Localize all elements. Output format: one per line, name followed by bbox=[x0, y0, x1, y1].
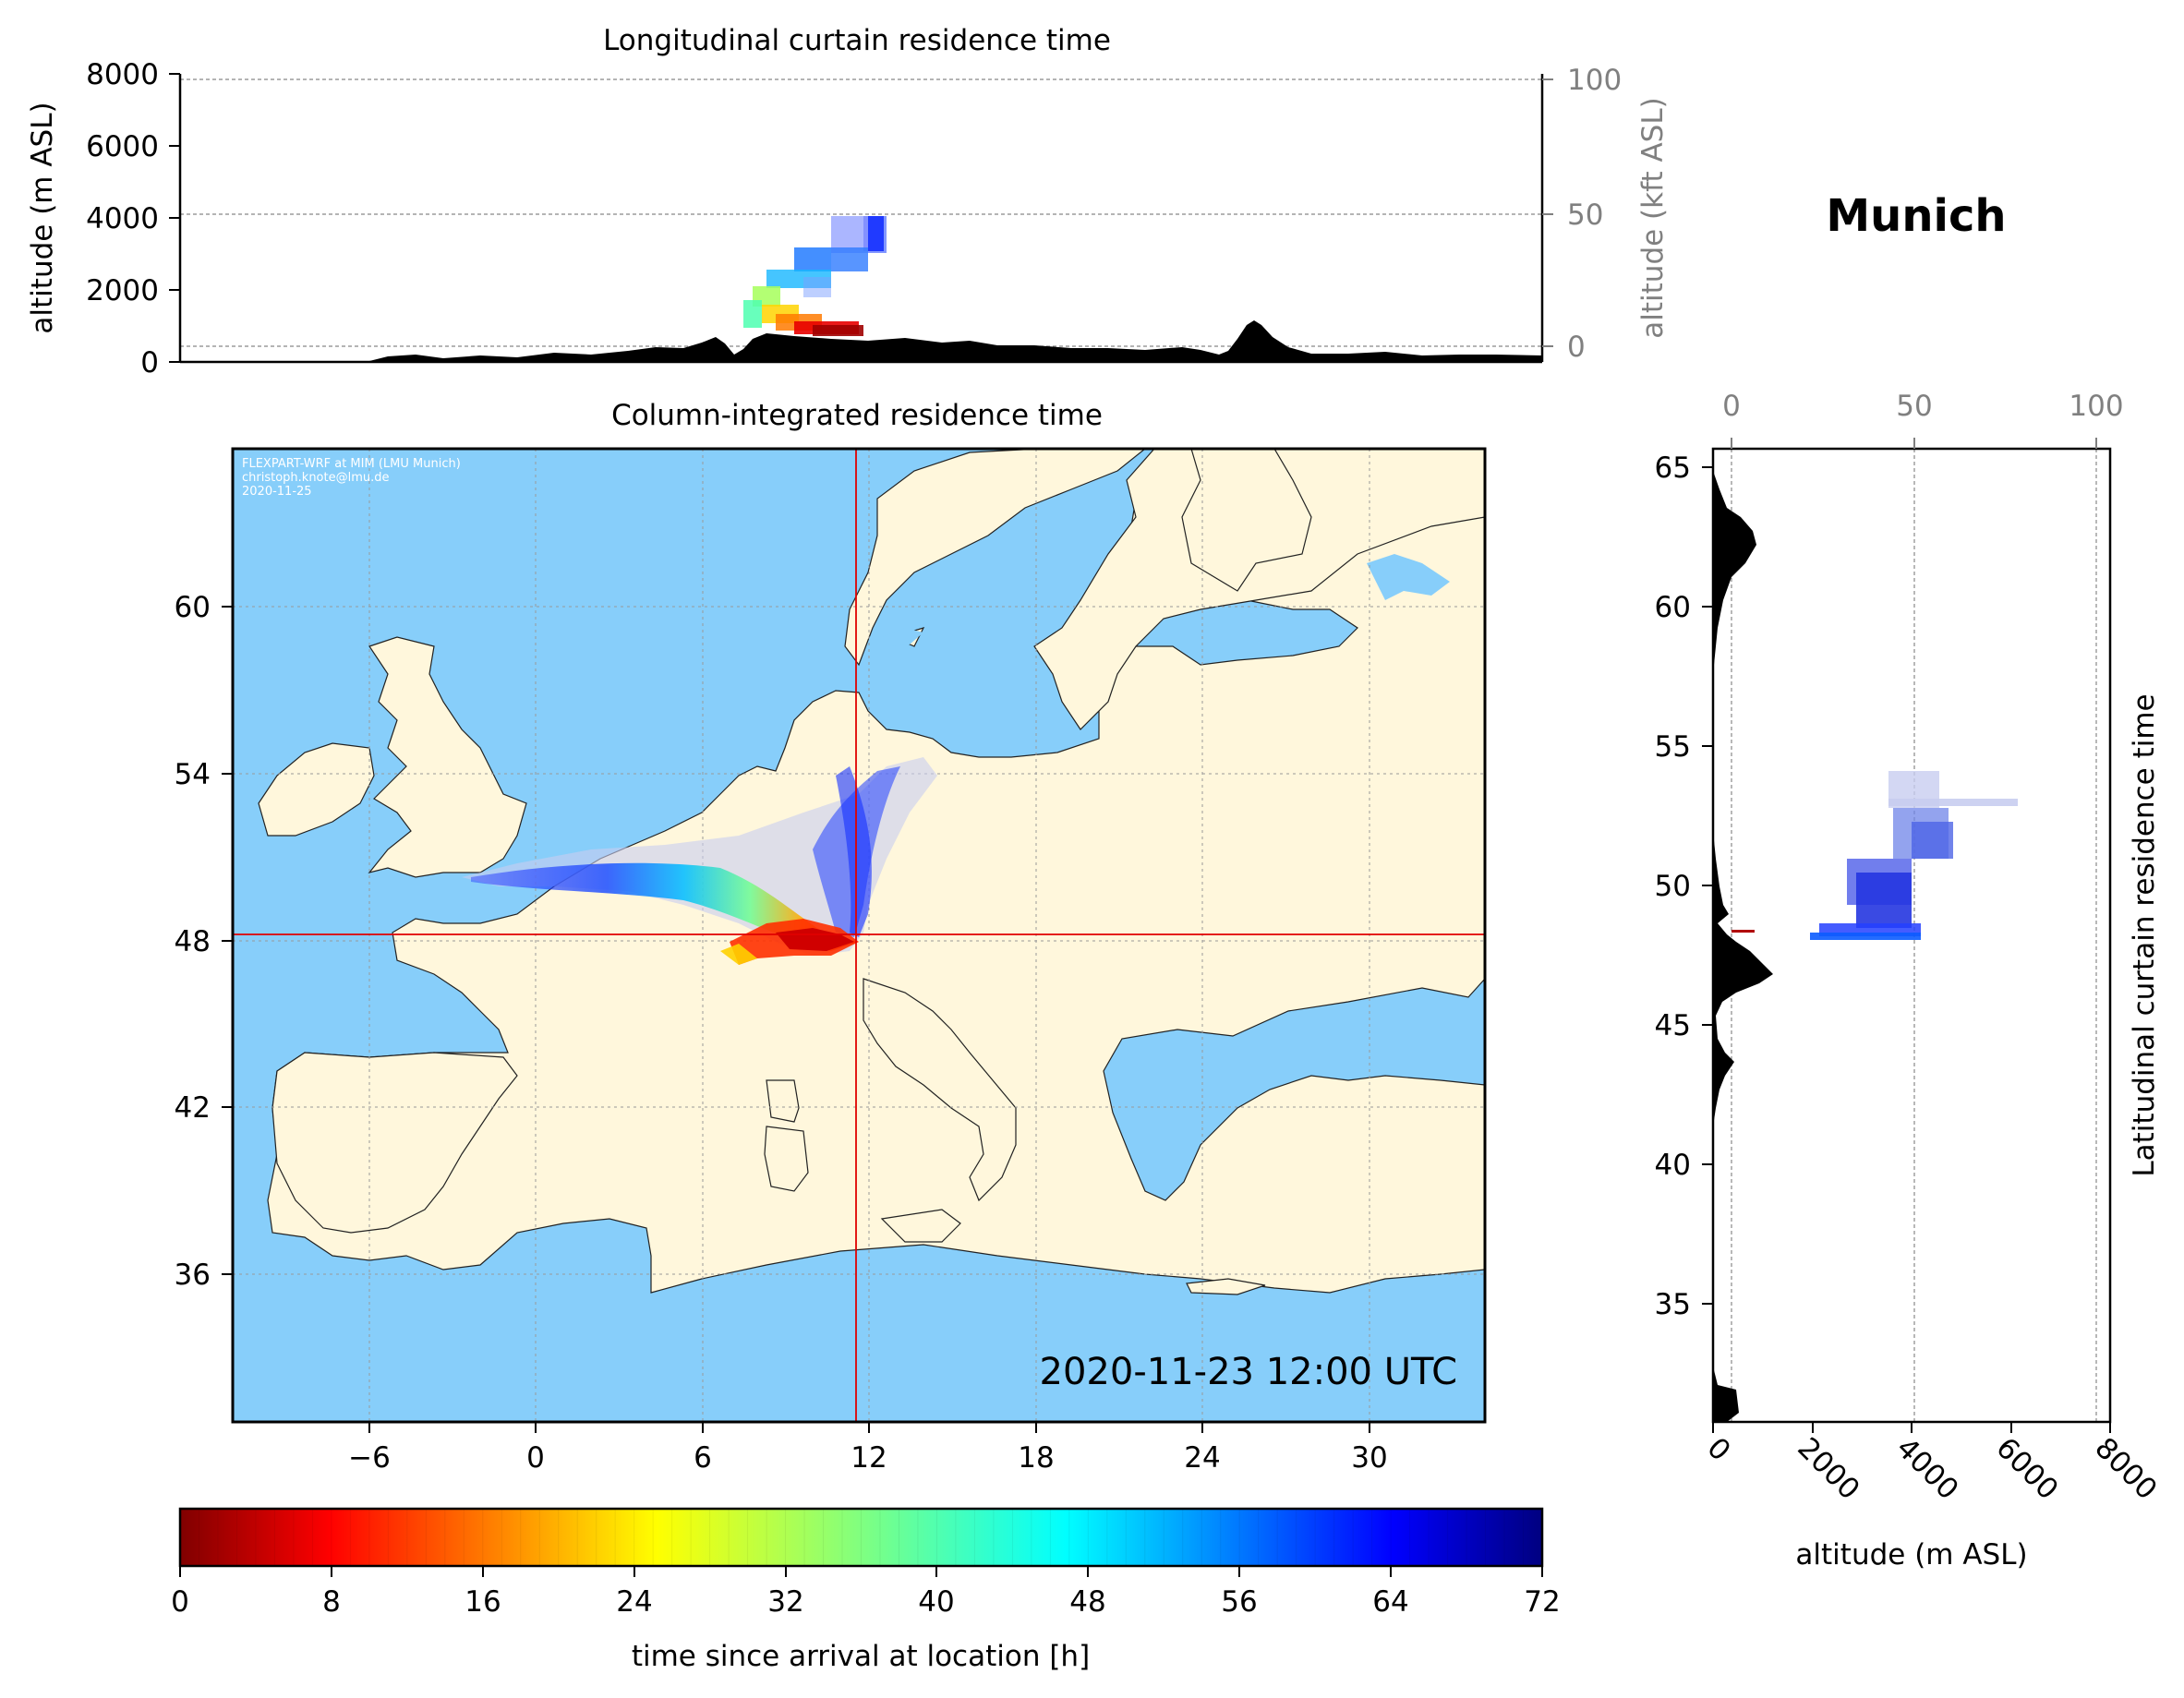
location-title: Munich bbox=[1826, 190, 2006, 242]
colorbar-step-dividers bbox=[198, 1509, 1525, 1566]
lon-curtain-left-ylabel: altitude (m ASL) bbox=[26, 102, 59, 333]
lat-bottom-xtick-8000: 8000 bbox=[2088, 1431, 2163, 1506]
map-xtick-30: 30 bbox=[1351, 1441, 1387, 1475]
lat-curtain-top-xticks: 0 50 100 bbox=[1722, 390, 2124, 449]
lat-top-xtick-100: 100 bbox=[2069, 390, 2123, 423]
lat-ytick-50: 50 bbox=[1655, 870, 1691, 903]
cbar-tick-64: 64 bbox=[1372, 1585, 1408, 1619]
credit-line-2: christoph.knote@lmu.de bbox=[242, 471, 390, 485]
cbar-tick-72: 72 bbox=[1524, 1585, 1560, 1619]
longitudinal-curtain-panel: Longitudinal curtain residence time bbox=[26, 24, 1670, 379]
lon-curtain-left-yticks: 0 2000 4000 6000 8000 bbox=[86, 58, 180, 379]
map-xticks: −6 0 6 12 18 24 30 bbox=[348, 1422, 1388, 1475]
lat-curtain-bottom-xticks: 0 2000 4000 6000 8000 bbox=[1700, 1422, 2164, 1506]
lat-top-xtick-50: 50 bbox=[1896, 390, 1932, 423]
map-title: Column-integrated residence time bbox=[611, 399, 1103, 432]
cbar-tick-24: 24 bbox=[616, 1585, 652, 1619]
lat-ytick-45: 45 bbox=[1655, 1009, 1691, 1042]
map-ytick-54: 54 bbox=[175, 758, 211, 791]
map-xtick-12: 12 bbox=[851, 1441, 887, 1475]
timestamp-label: 2020-11-23 12:00 UTC bbox=[1040, 1351, 1457, 1393]
map-xtick-18: 18 bbox=[1018, 1441, 1054, 1475]
colorbar-label: time since arrival at location [h] bbox=[632, 1640, 1090, 1673]
cbar-tick-56: 56 bbox=[1221, 1585, 1257, 1619]
map-ytick-60: 60 bbox=[175, 591, 211, 624]
lon-curtain-trajectories bbox=[743, 216, 887, 336]
cbar-tick-0: 0 bbox=[171, 1585, 189, 1619]
lon-right-ytick-0: 0 bbox=[1567, 331, 1586, 364]
lat-ytick-55: 55 bbox=[1655, 730, 1691, 764]
lon-right-ytick-50: 50 bbox=[1567, 199, 1603, 232]
cbar-tick-40: 40 bbox=[918, 1585, 954, 1619]
credit-line-3: 2020-11-25 bbox=[242, 485, 312, 499]
colorbar-gradient bbox=[180, 1509, 1542, 1566]
latitudinal-curtain-panel: 35 40 45 50 55 60 65 0 50 100 0 2000 40 0 bbox=[1655, 390, 2164, 1572]
lon-curtain-right-ylabel: altitude (kft ASL) bbox=[1636, 97, 1670, 338]
lat-bottom-xtick-4000: 4000 bbox=[1889, 1431, 1964, 1506]
cbar-tick-32: 32 bbox=[767, 1585, 803, 1619]
map-ytick-42: 42 bbox=[175, 1091, 211, 1125]
lon-terrain-profile bbox=[180, 320, 1542, 361]
colorbar: 0 8 16 24 32 40 48 56 64 72 time since a… bbox=[171, 1507, 1561, 1673]
lon-curtain-title: Longitudinal curtain residence time bbox=[603, 24, 1111, 57]
map-xtick-0: 0 bbox=[526, 1441, 545, 1475]
colorbar-frame bbox=[178, 1507, 1544, 1568]
lat-curtain-xlabel: altitude (m ASL) bbox=[1795, 1538, 2027, 1572]
map-yticks: 36 42 48 54 60 bbox=[175, 591, 233, 1292]
lon-curtain-right-yticks: 0 50 100 bbox=[1542, 64, 1622, 364]
lon-ytick-4000: 4000 bbox=[86, 202, 159, 235]
cbar-tick-48: 48 bbox=[1069, 1585, 1105, 1619]
lon-ytick-6000: 6000 bbox=[86, 130, 159, 163]
lat-ytick-40: 40 bbox=[1655, 1149, 1691, 1182]
map-graticule bbox=[233, 449, 1485, 1422]
lat-curtain-right-ylabel: Latitudinal curtain residence time bbox=[2128, 693, 2161, 1176]
lat-terrain-profile bbox=[1713, 449, 1773, 1422]
cbar-tick-16: 16 bbox=[465, 1585, 501, 1619]
lat-ytick-35: 35 bbox=[1655, 1288, 1691, 1321]
lon-ytick-0: 0 bbox=[140, 346, 159, 379]
lat-curtain-trajectories bbox=[1732, 771, 2018, 940]
lat-ytick-60: 60 bbox=[1655, 591, 1691, 624]
map-ytick-36: 36 bbox=[175, 1258, 211, 1292]
lat-ytick-65: 65 bbox=[1655, 452, 1691, 485]
credit-line-1: FLEXPART-WRF at MIM (LMU Munich) bbox=[242, 457, 461, 471]
lat-curtain-yticks: 35 40 45 50 55 60 65 bbox=[1655, 452, 1713, 1321]
colorbar-ticks: 0 8 16 24 32 40 48 56 64 72 bbox=[171, 1566, 1561, 1619]
lat-bottom-xtick-6000: 6000 bbox=[1989, 1431, 2064, 1506]
lat-top-xtick-0: 0 bbox=[1722, 390, 1741, 423]
map-panel: Column-integrated residence time bbox=[175, 399, 1487, 1475]
map-xtick-24: 24 bbox=[1184, 1441, 1220, 1475]
lat-bottom-xtick-0: 0 bbox=[1700, 1431, 1736, 1467]
map-xtick-m6: −6 bbox=[348, 1441, 391, 1475]
lon-ytick-2000: 2000 bbox=[86, 274, 159, 307]
lat-bottom-xtick-2000: 2000 bbox=[1791, 1431, 1865, 1506]
map-xtick-6: 6 bbox=[694, 1441, 712, 1475]
map-frame bbox=[231, 447, 1487, 1424]
cbar-tick-8: 8 bbox=[322, 1585, 341, 1619]
lon-ytick-8000: 8000 bbox=[86, 58, 159, 91]
map-credits: FLEXPART-WRF at MIM (LMU Munich) christo… bbox=[242, 457, 461, 499]
lon-right-ytick-100: 100 bbox=[1567, 64, 1622, 97]
map-ytick-48: 48 bbox=[175, 925, 211, 958]
